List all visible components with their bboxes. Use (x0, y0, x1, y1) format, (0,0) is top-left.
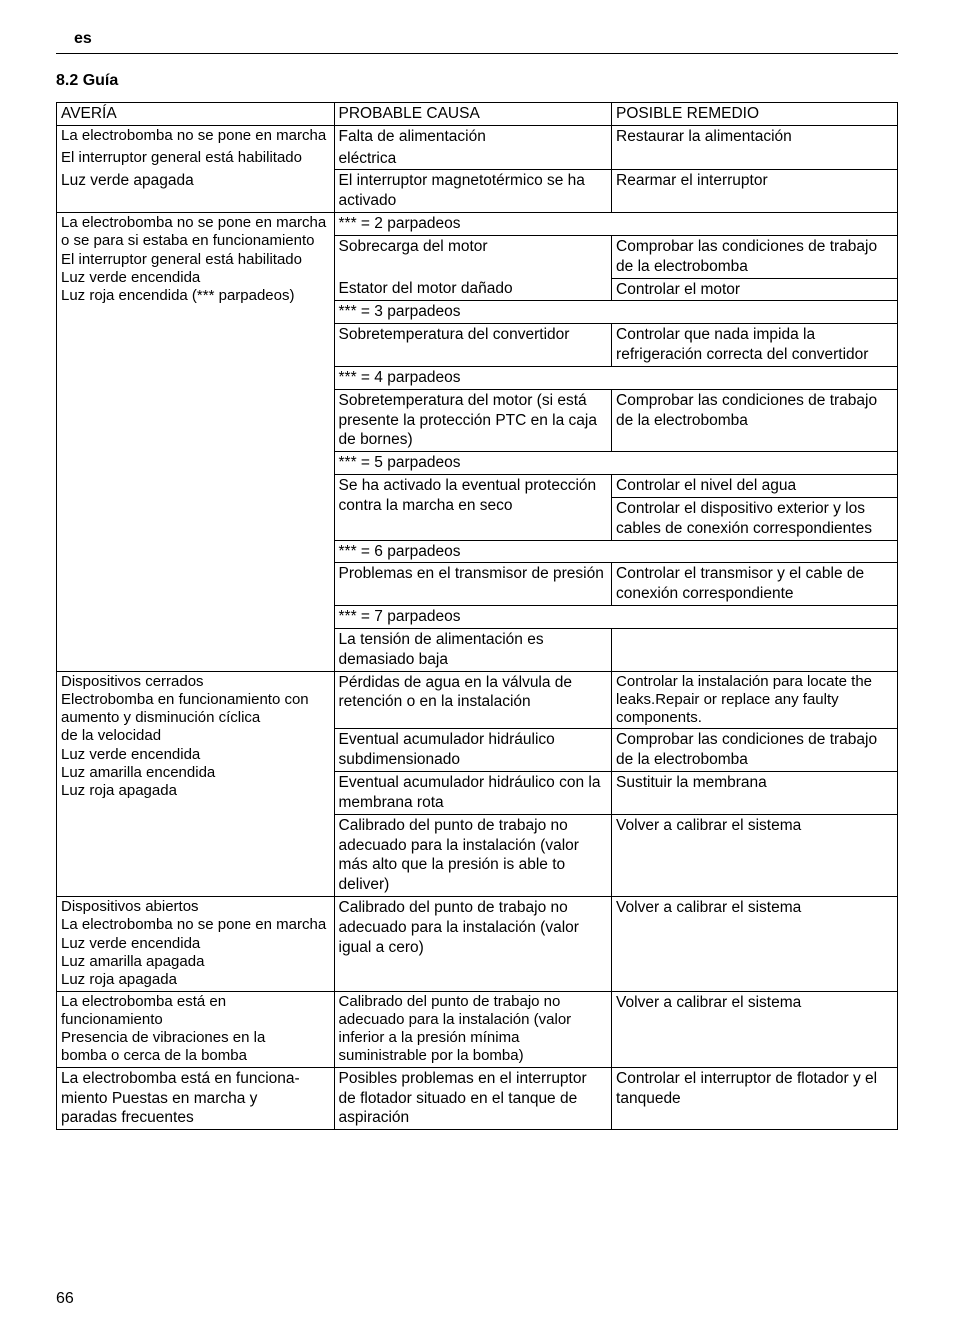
cell-cause: Eventual acumulador hidráulico subdimens… (334, 729, 612, 772)
cell-fault: El interruptor general está habilitado (57, 148, 335, 170)
cell-cause: Pérdidas de agua en la válvula de retenc… (334, 671, 612, 729)
cell-remedy: Controlar el dispositivo exterior y los … (612, 497, 898, 540)
troubleshooting-table: AVERÍA PROBABLE CAUSA POSIBLE REMEDIO La… (56, 102, 898, 1130)
cell-cause: Calibrado del punto de trabajo no adecua… (334, 814, 612, 896)
cell-remedy: Controlar el interruptor de flotador y e… (612, 1067, 898, 1129)
cell-remedy (612, 628, 898, 671)
cell-remedy: Controlar el motor (612, 278, 898, 301)
cell-cause: Sobrecarga del motor (334, 235, 612, 278)
cell-cause: Falta de alimentación (334, 125, 612, 147)
cell-remedy: Controlar el transmisor y el cable de co… (612, 563, 898, 606)
cell-fault: La electrobomba está en funcionamiento P… (57, 991, 335, 1067)
cell-remedy: Comprobar las condiciones de trabajo de … (612, 235, 898, 278)
cell-cause: Se ha activado la eventual protección co… (334, 475, 612, 540)
cell-fault: La electrobomba no se pone en marcha (57, 125, 335, 147)
cell-fault: Dispositivos abiertos La electrobomba no… (57, 897, 335, 991)
cell-fault: La electrobomba está en funciona- miento… (57, 1067, 335, 1129)
cell-cause: Sobretemperatura del motor (si está pres… (334, 389, 612, 451)
table-header-row: AVERÍA PROBABLE CAUSA POSIBLE REMEDIO (57, 103, 898, 126)
cell-fault: Dispositivos cerrados Electrobomba en fu… (57, 671, 335, 897)
cell-blink-header: *** = 7 parpadeos (334, 606, 897, 629)
cell-cause: eléctrica (334, 148, 612, 170)
cell-cause: La tensión de alimentación es demasiado … (334, 628, 612, 671)
cell-cause: Problemas en el transmisor de presión (334, 563, 612, 606)
cell-cause: Calibrado del punto de trabajo no adecua… (334, 991, 612, 1067)
cell-remedy: Volver a calibrar el sistema (612, 814, 898, 896)
cell-cause: Eventual acumulador hidráulico con la me… (334, 772, 612, 815)
cell-cause: Posibles problemas en el interruptor de … (334, 1067, 612, 1129)
cell-remedy: Controlar la instalación para locate the… (612, 671, 898, 729)
cell-fault: Luz verde apagada (57, 170, 335, 213)
cell-cause: Calibrado del punto de trabajo no adecua… (334, 897, 612, 991)
cell-remedy: Controlar el nivel del agua (612, 475, 898, 498)
cell-remedy: Comprobar las condiciones de trabajo de … (612, 389, 898, 451)
col-header-cause: PROBABLE CAUSA (334, 103, 612, 126)
cell-fault: La electrobomba no se pone en marcha o s… (57, 213, 335, 671)
cell-blink-header: *** = 5 parpadeos (334, 452, 897, 475)
cell-blink-header: *** = 6 parpadeos (334, 540, 897, 563)
cell-blink-header: *** = 2 parpadeos (334, 213, 897, 236)
col-header-remedy: POSIBLE REMEDIO (612, 103, 898, 126)
cell-remedy: Sustituir la membrana (612, 772, 898, 815)
cell-blink-header: *** = 4 parpadeos (334, 366, 897, 389)
cell-cause: Sobretemperatura del convertidor (334, 324, 612, 367)
cell-remedy: Comprobar las condiciones de trabajo de … (612, 729, 898, 772)
cell-cause: El interruptor magnetotérmico se ha acti… (334, 170, 612, 213)
header-rule: es (56, 32, 898, 54)
cell-remedy: Restaurar la alimentación (612, 125, 898, 147)
cell-remedy: Controlar que nada impida la refrigeraci… (612, 324, 898, 367)
language-label: es (74, 30, 92, 48)
cell-remedy (612, 148, 898, 170)
cell-blink-header: *** = 3 parpadeos (334, 301, 897, 324)
cell-cause: Estator del motor dañado (334, 278, 612, 301)
page-number: 66 (56, 1290, 74, 1308)
col-header-fault: AVERÍA (57, 103, 335, 126)
section-title: 8.2 Guía (56, 72, 898, 90)
cell-remedy: Volver a calibrar el sistema (612, 991, 898, 1067)
cell-remedy: Rearmar el interruptor (612, 170, 898, 213)
cell-remedy: Volver a calibrar el sistema (612, 897, 898, 991)
